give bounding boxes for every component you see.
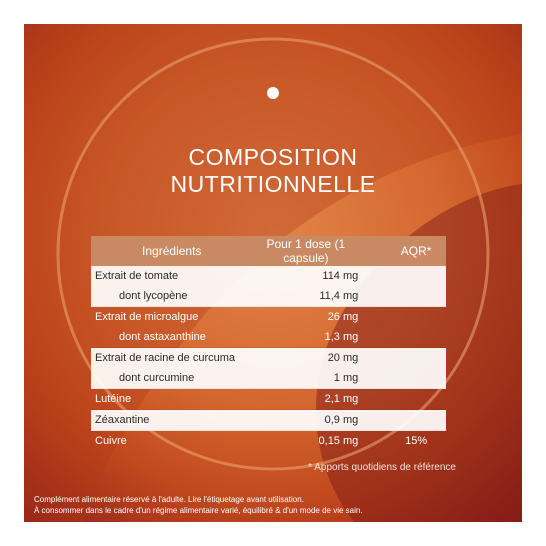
cell-dose: 0,15 mg [252,430,387,451]
table-header-row: Ingrédients Pour 1 dose (1 capsule) AQR* [91,236,446,266]
cell-aqr [386,306,446,327]
cell-ingredient: Extrait de tomate [91,266,253,286]
cell-ingredient: Zéaxantine [91,409,253,431]
table-row: dont curcumine 1 mg [91,368,446,389]
header-dose: Pour 1 dose (1 capsule) [252,236,387,266]
cell-ingredient: Lutéine [91,388,253,410]
cell-ingredient: Extrait de racine de curcuma [91,347,253,368]
cell-aqr [386,266,446,286]
cell-dose: 26 mg [252,306,387,327]
cell-dose: 0,9 mg [252,409,387,431]
footer-text: Complément alimentaire réservé à l'adult… [34,494,363,516]
cell-aqr [386,286,446,307]
cell-aqr [386,347,446,368]
table-row: dont astaxanthine 1,3 mg [91,327,446,348]
cell-dose: 20 mg [252,347,387,368]
header-ingredients: Ingrédients [91,236,253,266]
cell-dose: 11,4 mg [252,286,387,307]
cell-ingredient: dont lycopène [91,286,253,307]
cell-aqr [386,368,446,389]
cell-dose: 1,3 mg [324,331,359,343]
cell-aqr: 15% [386,430,446,451]
cell-aqr [386,388,446,410]
composition-title: COMPOSITION NUTRITIONNELLE [24,144,522,198]
hang-hole [267,87,279,99]
nutrition-table: Ingrédients Pour 1 dose (1 capsule) AQR*… [91,236,446,451]
table-row: Extrait de racine de curcuma 20 mg [91,347,446,368]
table-row: Zéaxantine 0,9 mg [91,409,446,431]
table-row: Extrait de tomate 114 mg [91,266,446,286]
cell-dose: 114 mg [252,266,387,286]
cell-dose: 1 mg [252,368,387,389]
footer-line-2: À consommer dans le cadre d'un régime al… [34,506,363,515]
cell-aqr [386,409,446,431]
footer-line-1: Complément alimentaire réservé à l'adult… [34,495,304,504]
reference-note: * Apports quotidiens de référence [308,462,456,473]
title-line-1: COMPOSITION [188,144,358,170]
table-row: Extrait de microalgue 26 mg [91,306,446,327]
cell-ingredient: dont astaxanthine [119,331,206,343]
title-line-2: NUTRITIONNELLE [170,171,376,197]
cell-dose: 2,1 mg [252,388,387,410]
header-aqr: AQR* [386,236,446,266]
label-background: COMPOSITION NUTRITIONNELLE Ingrédients P… [24,24,522,522]
table-row: Cuivre 0,15 mg 15% [91,430,446,451]
cell-ingredient: dont curcumine [91,368,253,389]
cell-ingredient: Cuivre [91,430,253,451]
table-row: Lutéine 2,1 mg [91,388,446,410]
table-row: dont lycopène 11,4 mg [91,286,446,307]
cell-ingredient: Extrait de microalgue [91,306,253,327]
cell-aqr [386,327,446,348]
